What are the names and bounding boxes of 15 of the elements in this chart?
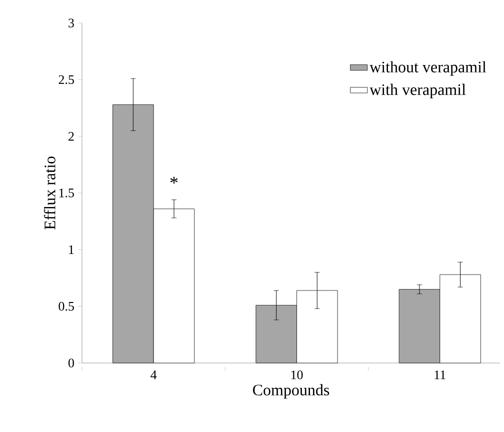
annotation: * [170, 176, 178, 184]
legend-label: without verapamil [370, 61, 486, 76]
y-tick-label: 0 [68, 358, 74, 368]
y-tick-label: 3 [68, 18, 74, 28]
x-tick-label: 10 [291, 370, 303, 380]
y-tick-label: 1 [69, 245, 74, 254]
legend-label: with verapamil [370, 84, 466, 98]
y-tick-label: 2 [68, 132, 74, 141]
x-axis-title: Compounds [252, 384, 330, 399]
x-tick-label: 4 [150, 370, 157, 380]
y-tick-label: 2.5 [58, 75, 74, 84]
y-axis-title: Efflux ratio [44, 156, 56, 230]
y-tick-label: 0.5 [58, 302, 74, 311]
x-tick-label: 11 [434, 370, 446, 380]
y-tick-label: 1.5 [59, 188, 74, 198]
